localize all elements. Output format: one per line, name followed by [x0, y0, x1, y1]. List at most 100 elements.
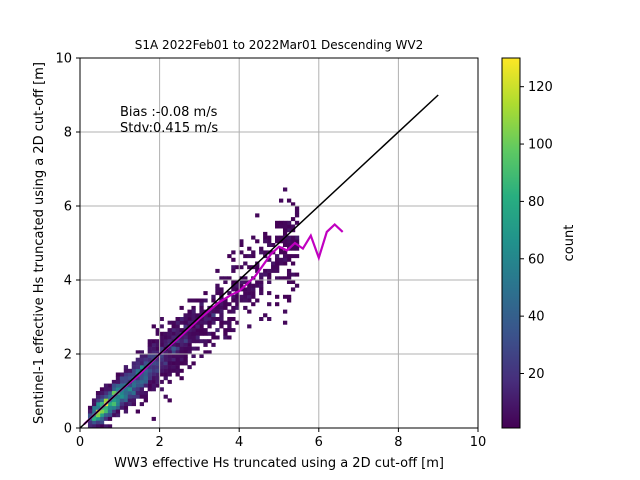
heatmap-cell: [251, 294, 256, 299]
heatmap-cell: [175, 354, 180, 358]
heatmap-cell: [207, 313, 212, 318]
heatmap-cell: [95, 416, 101, 421]
heatmap-cell: [243, 261, 248, 266]
heatmap-cell: [275, 239, 280, 244]
heatmap-cell: [183, 339, 188, 344]
heatmap-cell: [263, 272, 268, 277]
colorbar-label: count: [562, 225, 577, 262]
heatmap-cell: [199, 324, 204, 329]
heatmap-cell: [187, 313, 192, 318]
x-tick-label: 0: [76, 435, 84, 450]
x-tick-label: 8: [394, 435, 402, 450]
heatmap-cell: [167, 361, 172, 366]
heatmap-cell: [294, 246, 300, 251]
heatmap-cell: [227, 317, 232, 321]
heatmap-cell: [175, 317, 180, 321]
heatmap-cell: [107, 405, 113, 410]
heatmap-cell: [227, 276, 232, 281]
heatmap-cell: [282, 220, 288, 225]
heatmap-cell: [171, 361, 176, 366]
heatmap-cell: [239, 243, 244, 247]
heatmap-cell: [207, 339, 212, 344]
heatmap-cell: [167, 379, 172, 384]
heatmap-cell: [279, 220, 284, 225]
heatmap-cell: [95, 413, 101, 418]
heatmap-cell: [195, 331, 200, 336]
heatmap-cell: [294, 239, 300, 244]
heatmap-cell: [163, 342, 168, 347]
heatmap-cell: [247, 309, 252, 314]
heatmap-cell: [167, 354, 172, 358]
heatmap-cell: [215, 287, 220, 292]
heatmap-cell: [259, 283, 264, 288]
heatmap-cell: [235, 287, 240, 292]
heatmap-cell: [179, 368, 184, 373]
heatmap-cell: [215, 335, 220, 340]
heatmap-cell: [151, 350, 156, 355]
heatmap-cell: [151, 354, 156, 358]
heatmap-cell: [282, 231, 288, 236]
heatmap-cell: [279, 261, 284, 266]
heatmap-cell: [115, 405, 121, 410]
heatmap-cell: [294, 283, 300, 288]
heatmap-cell: [195, 313, 200, 318]
heatmap-cell: [171, 342, 176, 347]
heatmap-cell: [195, 320, 200, 325]
heatmap-cell: [95, 391, 101, 395]
heatmap-cell: [231, 268, 236, 273]
heatmap-cell: [151, 368, 156, 373]
heatmap-cell: [286, 224, 292, 229]
heatmap-cell: [187, 350, 192, 355]
heatmap-cell: [195, 339, 200, 344]
heatmap-cell: [259, 291, 264, 296]
heatmap-cell: [175, 372, 180, 377]
heatmap-cell: [286, 276, 292, 281]
heatmap-cell: [239, 280, 244, 284]
heatmap-cell: [286, 239, 292, 244]
heatmap-cell: [275, 265, 280, 270]
heatmap-cell: [163, 335, 168, 340]
heatmap-cell: [227, 320, 232, 325]
heatmap-cell: [235, 302, 240, 307]
heatmap-cell: [286, 268, 292, 273]
heatmap-cell: [271, 243, 276, 247]
heatmap-cell: [151, 342, 156, 347]
heatmap-cell: [247, 254, 252, 259]
colorbar: [501, 57, 521, 429]
heatmap-cell: [183, 361, 188, 366]
heatmap-cell: [91, 420, 97, 425]
heatmap-cell: [155, 350, 160, 355]
heatmap-cell: [286, 254, 292, 259]
heatmap-cell: [155, 376, 160, 381]
heatmap-cell: [251, 283, 256, 288]
heatmap-cell: [103, 413, 109, 418]
y-tick-label: 2: [64, 348, 72, 363]
heatmap-cell: [135, 376, 140, 381]
heatmap-cell: [191, 309, 196, 314]
heatmap-cell: [275, 268, 280, 273]
heatmap-cell: [279, 235, 284, 240]
heatmap-cell: [127, 387, 133, 392]
heatmap-cell: [115, 372, 121, 377]
heatmap-cell: [171, 331, 176, 336]
heatmap-cell: [251, 250, 256, 255]
heatmap-cell: [127, 376, 133, 381]
heatmap-cell: [223, 320, 228, 325]
heatmap-cell: [187, 298, 192, 303]
heatmap-cell: [290, 235, 296, 240]
heatmap-cell: [143, 368, 148, 373]
heatmap-cell: [175, 365, 180, 370]
heatmap-cell: [286, 272, 292, 277]
colorbar-ticks: 20 40 60 80 100 120: [520, 80, 553, 382]
heatmap-cell: [255, 213, 260, 218]
heatmap-cell: [115, 376, 121, 381]
heatmap-cell: [187, 365, 192, 370]
heatmap-cell: [163, 394, 168, 399]
heatmap-cell: [171, 320, 176, 325]
heatmap-cell: [215, 268, 220, 273]
heatmap-cell: [247, 298, 252, 303]
heatmap-cell: [203, 328, 208, 333]
heatmap-cell: [294, 206, 300, 210]
heatmap-cell: [127, 402, 133, 407]
grid: [80, 58, 478, 428]
